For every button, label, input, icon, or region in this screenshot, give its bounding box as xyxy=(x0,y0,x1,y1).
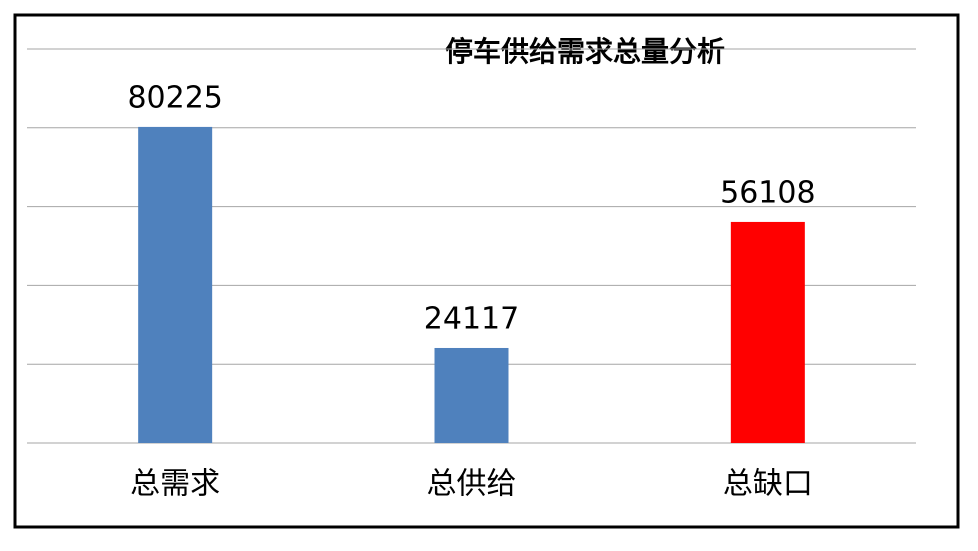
bar xyxy=(434,347,509,443)
chart-title: 停车供给需求总量分析 xyxy=(445,35,725,68)
x-tick-label: 总供给 xyxy=(427,467,517,502)
bar xyxy=(730,221,805,443)
x-tick-label: 总需求 xyxy=(130,467,220,502)
data-label: 80225 xyxy=(127,80,222,115)
x-tick-label: 总缺口 xyxy=(723,467,813,502)
data-label: 24117 xyxy=(424,301,519,336)
bar xyxy=(138,126,213,443)
data-label: 56108 xyxy=(720,175,815,210)
